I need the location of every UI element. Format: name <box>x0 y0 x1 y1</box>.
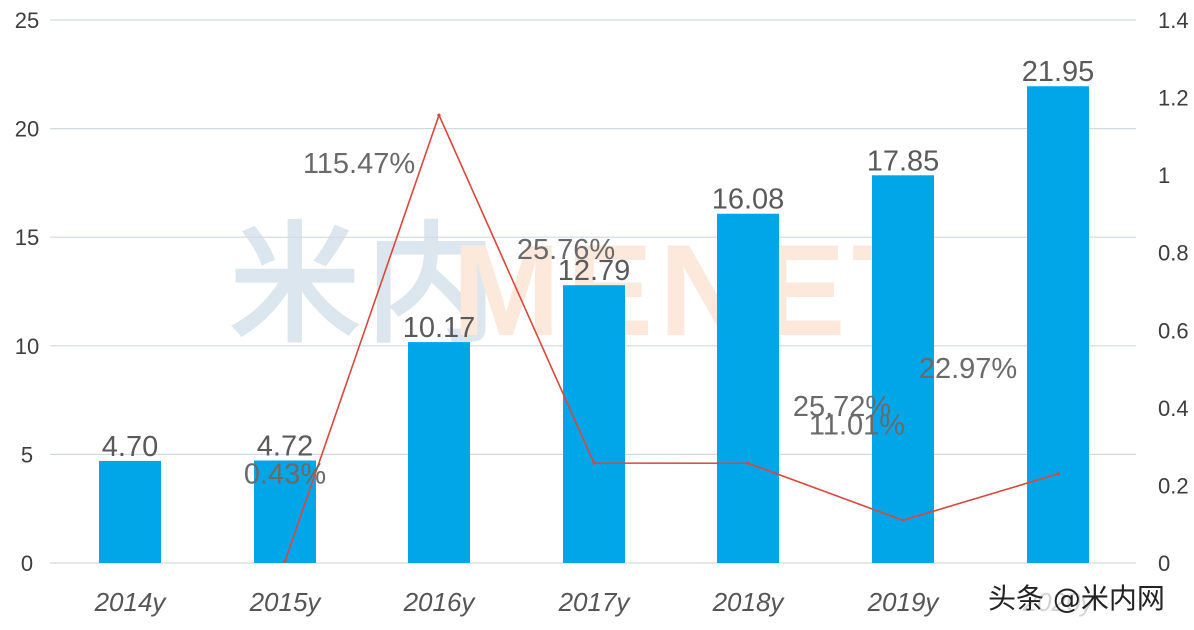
right-tick-label: 0 <box>1158 551 1170 576</box>
line-point <box>592 461 596 465</box>
category-label: 2019y <box>867 587 941 617</box>
category-label: 2015y <box>249 587 323 617</box>
growth-line <box>284 114 1059 562</box>
line-series <box>283 113 1060 563</box>
category-label: 2017y <box>558 587 632 617</box>
left-tick-label: 15 <box>15 225 39 250</box>
credit-watermark: 头条 @米内网 <box>988 582 1165 615</box>
percent-label: 22.97% <box>919 353 1017 385</box>
line-point <box>437 113 441 117</box>
category-label: 2018y <box>712 587 786 617</box>
bar-value-label: 10.17 <box>403 312 476 344</box>
right-tick-label: 1 <box>1158 163 1170 188</box>
bar <box>408 342 470 563</box>
watermark-text-en: MENET <box>452 217 937 363</box>
percent-label: 25.72% <box>793 391 891 423</box>
bar <box>99 460 161 563</box>
bar <box>872 175 934 563</box>
left-tick-label: 20 <box>15 117 39 142</box>
watermark: 米内 MENET <box>230 212 937 363</box>
bar <box>254 460 316 563</box>
bar-series <box>99 86 1089 563</box>
bar <box>717 213 779 563</box>
left-tick-label: 5 <box>21 442 33 467</box>
credit-backdrop <box>980 578 1190 620</box>
bar-value-label: 4.70 <box>102 431 158 463</box>
right-axis: 0 0.2 0.4 0.6 0.8 1 1.2 1.4 <box>1158 8 1189 576</box>
line-point <box>746 461 750 465</box>
bar <box>1027 86 1089 563</box>
bar-value-label: 16.08 <box>712 184 785 216</box>
line-point <box>283 559 287 563</box>
bar-value-labels: 4.70 4.72 10.17 12.79 16.08 17.85 21.95 <box>102 56 1095 463</box>
right-tick-label: 0.4 <box>1158 396 1189 421</box>
percent-labels: 0.43% 115.47% 25.76% 25.72%11.01% 22.97% <box>244 148 1017 490</box>
left-axis: 0 5 10 15 20 25 <box>15 8 39 576</box>
right-tick-label: 0.2 <box>1158 473 1189 498</box>
left-tick-label: 10 <box>15 334 39 359</box>
bar-value-label: 4.72 <box>257 430 313 462</box>
percent-label: 115.47% <box>303 148 415 180</box>
left-tick-label: 0 <box>21 551 33 576</box>
percent-label: 0.43% <box>244 458 326 490</box>
category-label: 2016y <box>403 587 477 617</box>
right-tick-label: 0.8 <box>1158 241 1189 266</box>
bar-value-label: 17.85 <box>867 145 940 177</box>
percent-label: 25.76% <box>517 234 615 266</box>
category-label: 2014y <box>94 587 168 617</box>
line-point <box>1056 472 1060 476</box>
bar-value-label: 21.95 <box>1022 56 1095 88</box>
percent-label: 11.01% <box>809 409 905 441</box>
right-tick-label: 1.4 <box>1158 8 1189 33</box>
line-point <box>901 518 905 522</box>
right-tick-label: 1.2 <box>1158 86 1189 111</box>
bar-value-label: 12.79 <box>558 255 631 287</box>
bar <box>563 285 625 563</box>
category-axis: 2014y2015y2016y2017y2018y2019y2020y <box>94 587 1096 617</box>
left-tick-label: 25 <box>15 8 39 33</box>
right-tick-label: 0.6 <box>1158 318 1189 343</box>
